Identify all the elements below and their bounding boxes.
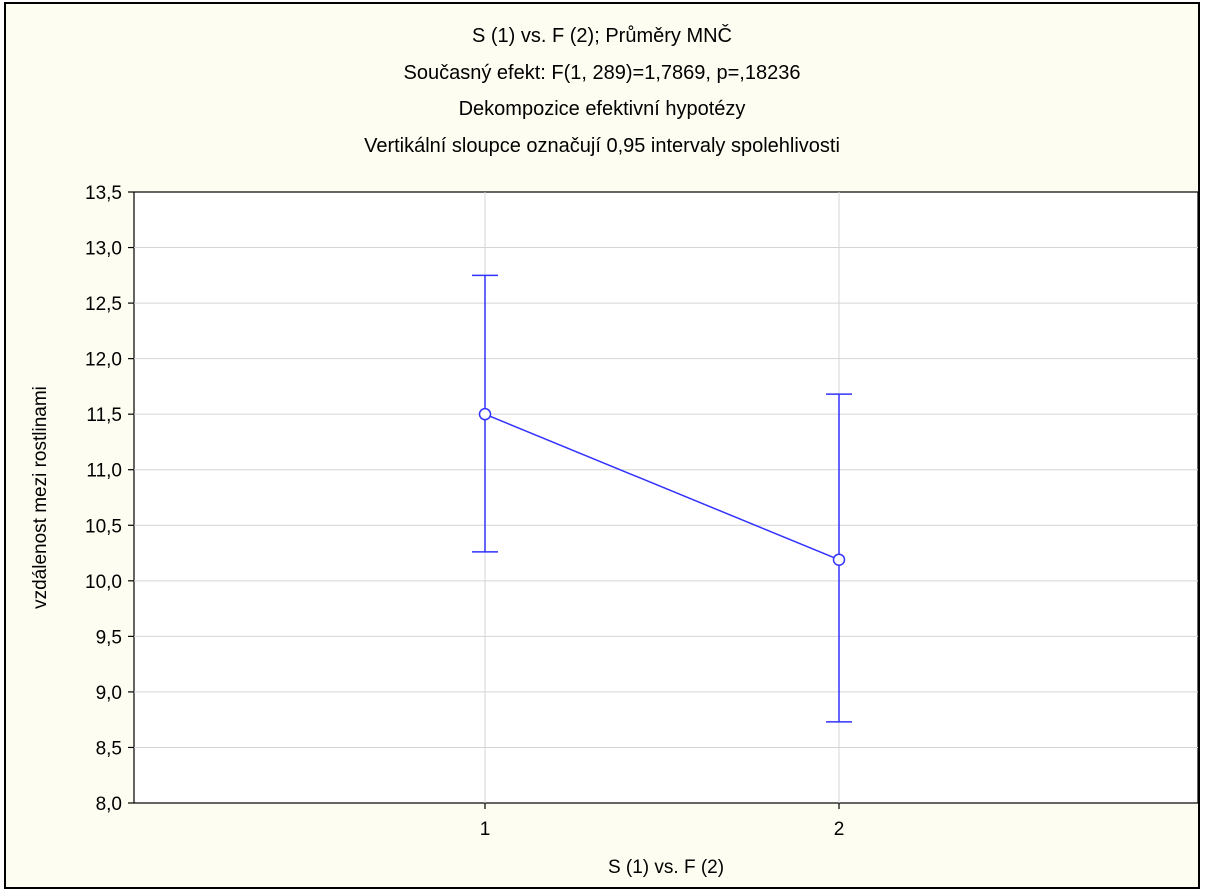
series-line [484,413,840,561]
y-tick-label-10: 13,0 [85,239,122,260]
plot-area [133,191,1198,804]
chart-titles: S (1) vs. F (2); Průměry MNČ Současný efe… [364,24,840,157]
chart-title-line-4: Vertikální sloupce označují 0,95 interva… [364,135,840,157]
y-axis-ticks: 8,0 8,5 9,0 9,5 10,0 10,5 11,0 11,5 12,0 12,5 13,0… [85,183,134,815]
y-tick-label-3: 9,5 [96,627,122,648]
data-point-0 [478,407,492,421]
chart-title-line-3: Dekompozice efektivní hypotézy [459,98,746,120]
chart-frame: S (1) vs. F (2); Průměry MNČ Současný efe… [4,2,1200,889]
x-tick-label-1: 2 [834,819,845,840]
x-tick-label-0: 1 [480,819,491,840]
y-tick-label-1: 8,5 [96,738,122,759]
y-tick-label-6: 11,0 [86,461,122,482]
y-tick-label-4: 10,0 [85,572,122,593]
y-tick-label-5: 10,5 [85,516,122,537]
y-tick-label-2: 9,0 [96,683,122,704]
y-tick-label-8: 12,0 [85,350,122,371]
y-tick-label-9: 12,5 [85,294,122,315]
x-axis-label: S (1) vs. F (2) [608,857,724,878]
y-axis-label: vzdálenost mezi rostlinami [30,386,51,609]
y-tick-label-7: 11,5 [86,405,122,426]
chart: S (1) vs. F (2); Průměry MNČ Současný efe… [30,24,1198,878]
data-point-1 [832,553,846,566]
y-tick-label-0: 8,0 [96,794,122,815]
chart-title-line-2: Současný efekt: F(1, 289)=1,7869, p=,182… [404,62,801,84]
y-tick-label-11: 13,5 [85,183,122,204]
series-layer [472,274,852,723]
chart-title-line-1: S (1) vs. F (2); Průměry MNČ [472,24,732,47]
